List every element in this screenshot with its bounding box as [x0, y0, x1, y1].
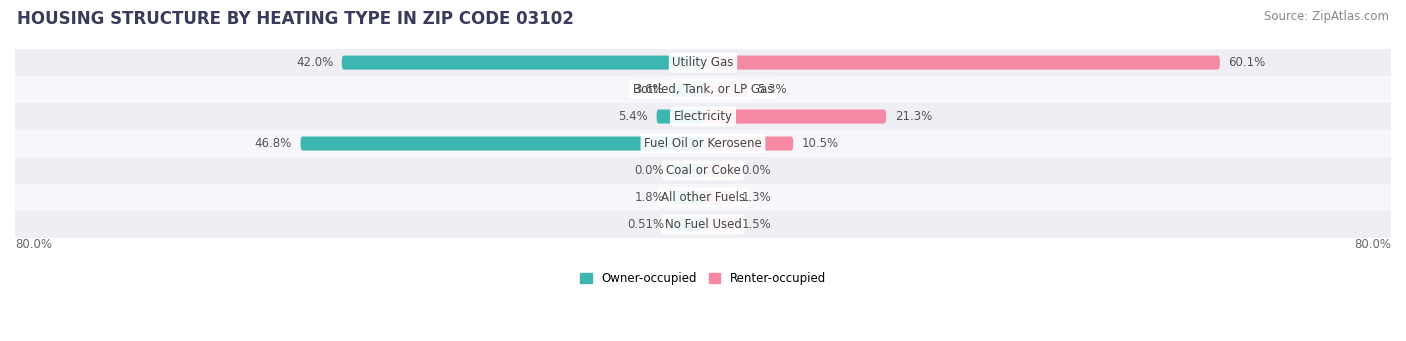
Text: 0.0%: 0.0%: [742, 164, 772, 177]
FancyBboxPatch shape: [672, 83, 703, 97]
FancyBboxPatch shape: [15, 211, 1391, 238]
Text: 80.0%: 80.0%: [15, 238, 52, 251]
Text: Electricity: Electricity: [673, 110, 733, 123]
FancyBboxPatch shape: [15, 157, 1391, 184]
Text: All other Fuels: All other Fuels: [661, 191, 745, 204]
Text: Source: ZipAtlas.com: Source: ZipAtlas.com: [1264, 10, 1389, 23]
Text: 46.8%: 46.8%: [254, 137, 292, 150]
Text: Coal or Coke: Coal or Coke: [665, 164, 741, 177]
Text: 42.0%: 42.0%: [295, 56, 333, 69]
FancyBboxPatch shape: [15, 103, 1391, 130]
FancyBboxPatch shape: [703, 218, 733, 232]
FancyBboxPatch shape: [703, 83, 748, 97]
Text: Bottled, Tank, or LP Gas: Bottled, Tank, or LP Gas: [633, 83, 773, 96]
Text: HOUSING STRUCTURE BY HEATING TYPE IN ZIP CODE 03102: HOUSING STRUCTURE BY HEATING TYPE IN ZIP…: [17, 10, 574, 28]
FancyBboxPatch shape: [657, 109, 703, 123]
Text: 80.0%: 80.0%: [1354, 238, 1391, 251]
FancyBboxPatch shape: [673, 163, 703, 178]
FancyBboxPatch shape: [15, 184, 1391, 211]
Text: 5.4%: 5.4%: [619, 110, 648, 123]
FancyBboxPatch shape: [15, 130, 1391, 157]
Text: 21.3%: 21.3%: [894, 110, 932, 123]
FancyBboxPatch shape: [673, 190, 703, 205]
Text: Fuel Oil or Kerosene: Fuel Oil or Kerosene: [644, 137, 762, 150]
Text: No Fuel Used: No Fuel Used: [665, 218, 741, 231]
FancyBboxPatch shape: [703, 109, 886, 123]
Text: 0.51%: 0.51%: [627, 218, 664, 231]
Text: 1.5%: 1.5%: [742, 218, 772, 231]
Text: 1.3%: 1.3%: [742, 191, 772, 204]
FancyBboxPatch shape: [673, 218, 703, 232]
FancyBboxPatch shape: [15, 76, 1391, 103]
Text: 1.8%: 1.8%: [634, 191, 664, 204]
Legend: Owner-occupied, Renter-occupied: Owner-occupied, Renter-occupied: [579, 272, 827, 285]
FancyBboxPatch shape: [703, 190, 733, 205]
FancyBboxPatch shape: [15, 49, 1391, 76]
Text: 10.5%: 10.5%: [801, 137, 839, 150]
Text: 3.6%: 3.6%: [634, 83, 664, 96]
FancyBboxPatch shape: [342, 56, 703, 70]
Text: Utility Gas: Utility Gas: [672, 56, 734, 69]
FancyBboxPatch shape: [703, 163, 733, 178]
FancyBboxPatch shape: [301, 136, 703, 150]
Text: 5.3%: 5.3%: [758, 83, 787, 96]
FancyBboxPatch shape: [703, 136, 793, 150]
Text: 0.0%: 0.0%: [634, 164, 664, 177]
FancyBboxPatch shape: [703, 56, 1220, 70]
Text: 60.1%: 60.1%: [1229, 56, 1265, 69]
